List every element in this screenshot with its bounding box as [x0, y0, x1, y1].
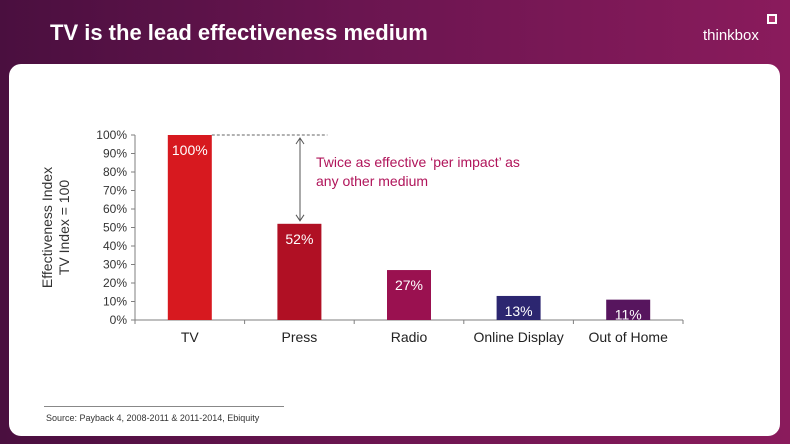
- annotation-text: Twice as effective ‘per impact’ as: [316, 154, 520, 170]
- data-label: 27%: [395, 277, 423, 293]
- y-tick-label: 70%: [103, 184, 127, 198]
- annotation-text: any other medium: [316, 173, 428, 189]
- y-tick-label: 60%: [103, 202, 127, 216]
- slide-title: TV is the lead effectiveness medium: [50, 20, 428, 45]
- y-tick-label: 30%: [103, 258, 127, 272]
- y-axis-title: Effectiveness Index: [39, 167, 55, 288]
- y-axis-title: TV Index = 100: [56, 180, 72, 276]
- bar: [606, 299, 651, 320]
- bar: [387, 270, 431, 320]
- x-tick-label: Press: [282, 329, 318, 345]
- y-tick-label: 50%: [103, 221, 127, 235]
- x-tick-label: TV: [181, 329, 200, 345]
- source-divider: [44, 406, 284, 407]
- y-tick-label: 20%: [103, 276, 127, 290]
- y-tick-label: 10%: [103, 295, 127, 309]
- data-label: 13%: [505, 303, 533, 319]
- bar: [167, 135, 212, 320]
- brand-square-icon: [767, 14, 777, 24]
- y-tick-label: 90%: [103, 147, 127, 161]
- y-tick-label: 100%: [96, 128, 127, 142]
- data-label: 11%: [615, 307, 642, 323]
- arrow-head-up: [295, 137, 305, 145]
- brand-logo: thinkbox: [703, 27, 759, 44]
- source-note: Source: Payback 4, 2008-2011 & 2011-2014…: [46, 413, 260, 423]
- content-panel: [9, 64, 780, 436]
- bar: [496, 295, 541, 320]
- x-tick-label: Out of Home: [589, 329, 669, 345]
- data-label: 100%: [172, 142, 208, 158]
- bar: [277, 223, 322, 320]
- x-tick-label: Radio: [391, 329, 428, 345]
- y-tick-label: 0%: [110, 313, 128, 327]
- y-tick-label: 40%: [103, 239, 127, 253]
- x-tick-label: Online Display: [473, 329, 563, 345]
- data-label: 52%: [285, 231, 313, 247]
- arrow-head-down: [295, 214, 305, 222]
- y-tick-label: 80%: [103, 165, 127, 179]
